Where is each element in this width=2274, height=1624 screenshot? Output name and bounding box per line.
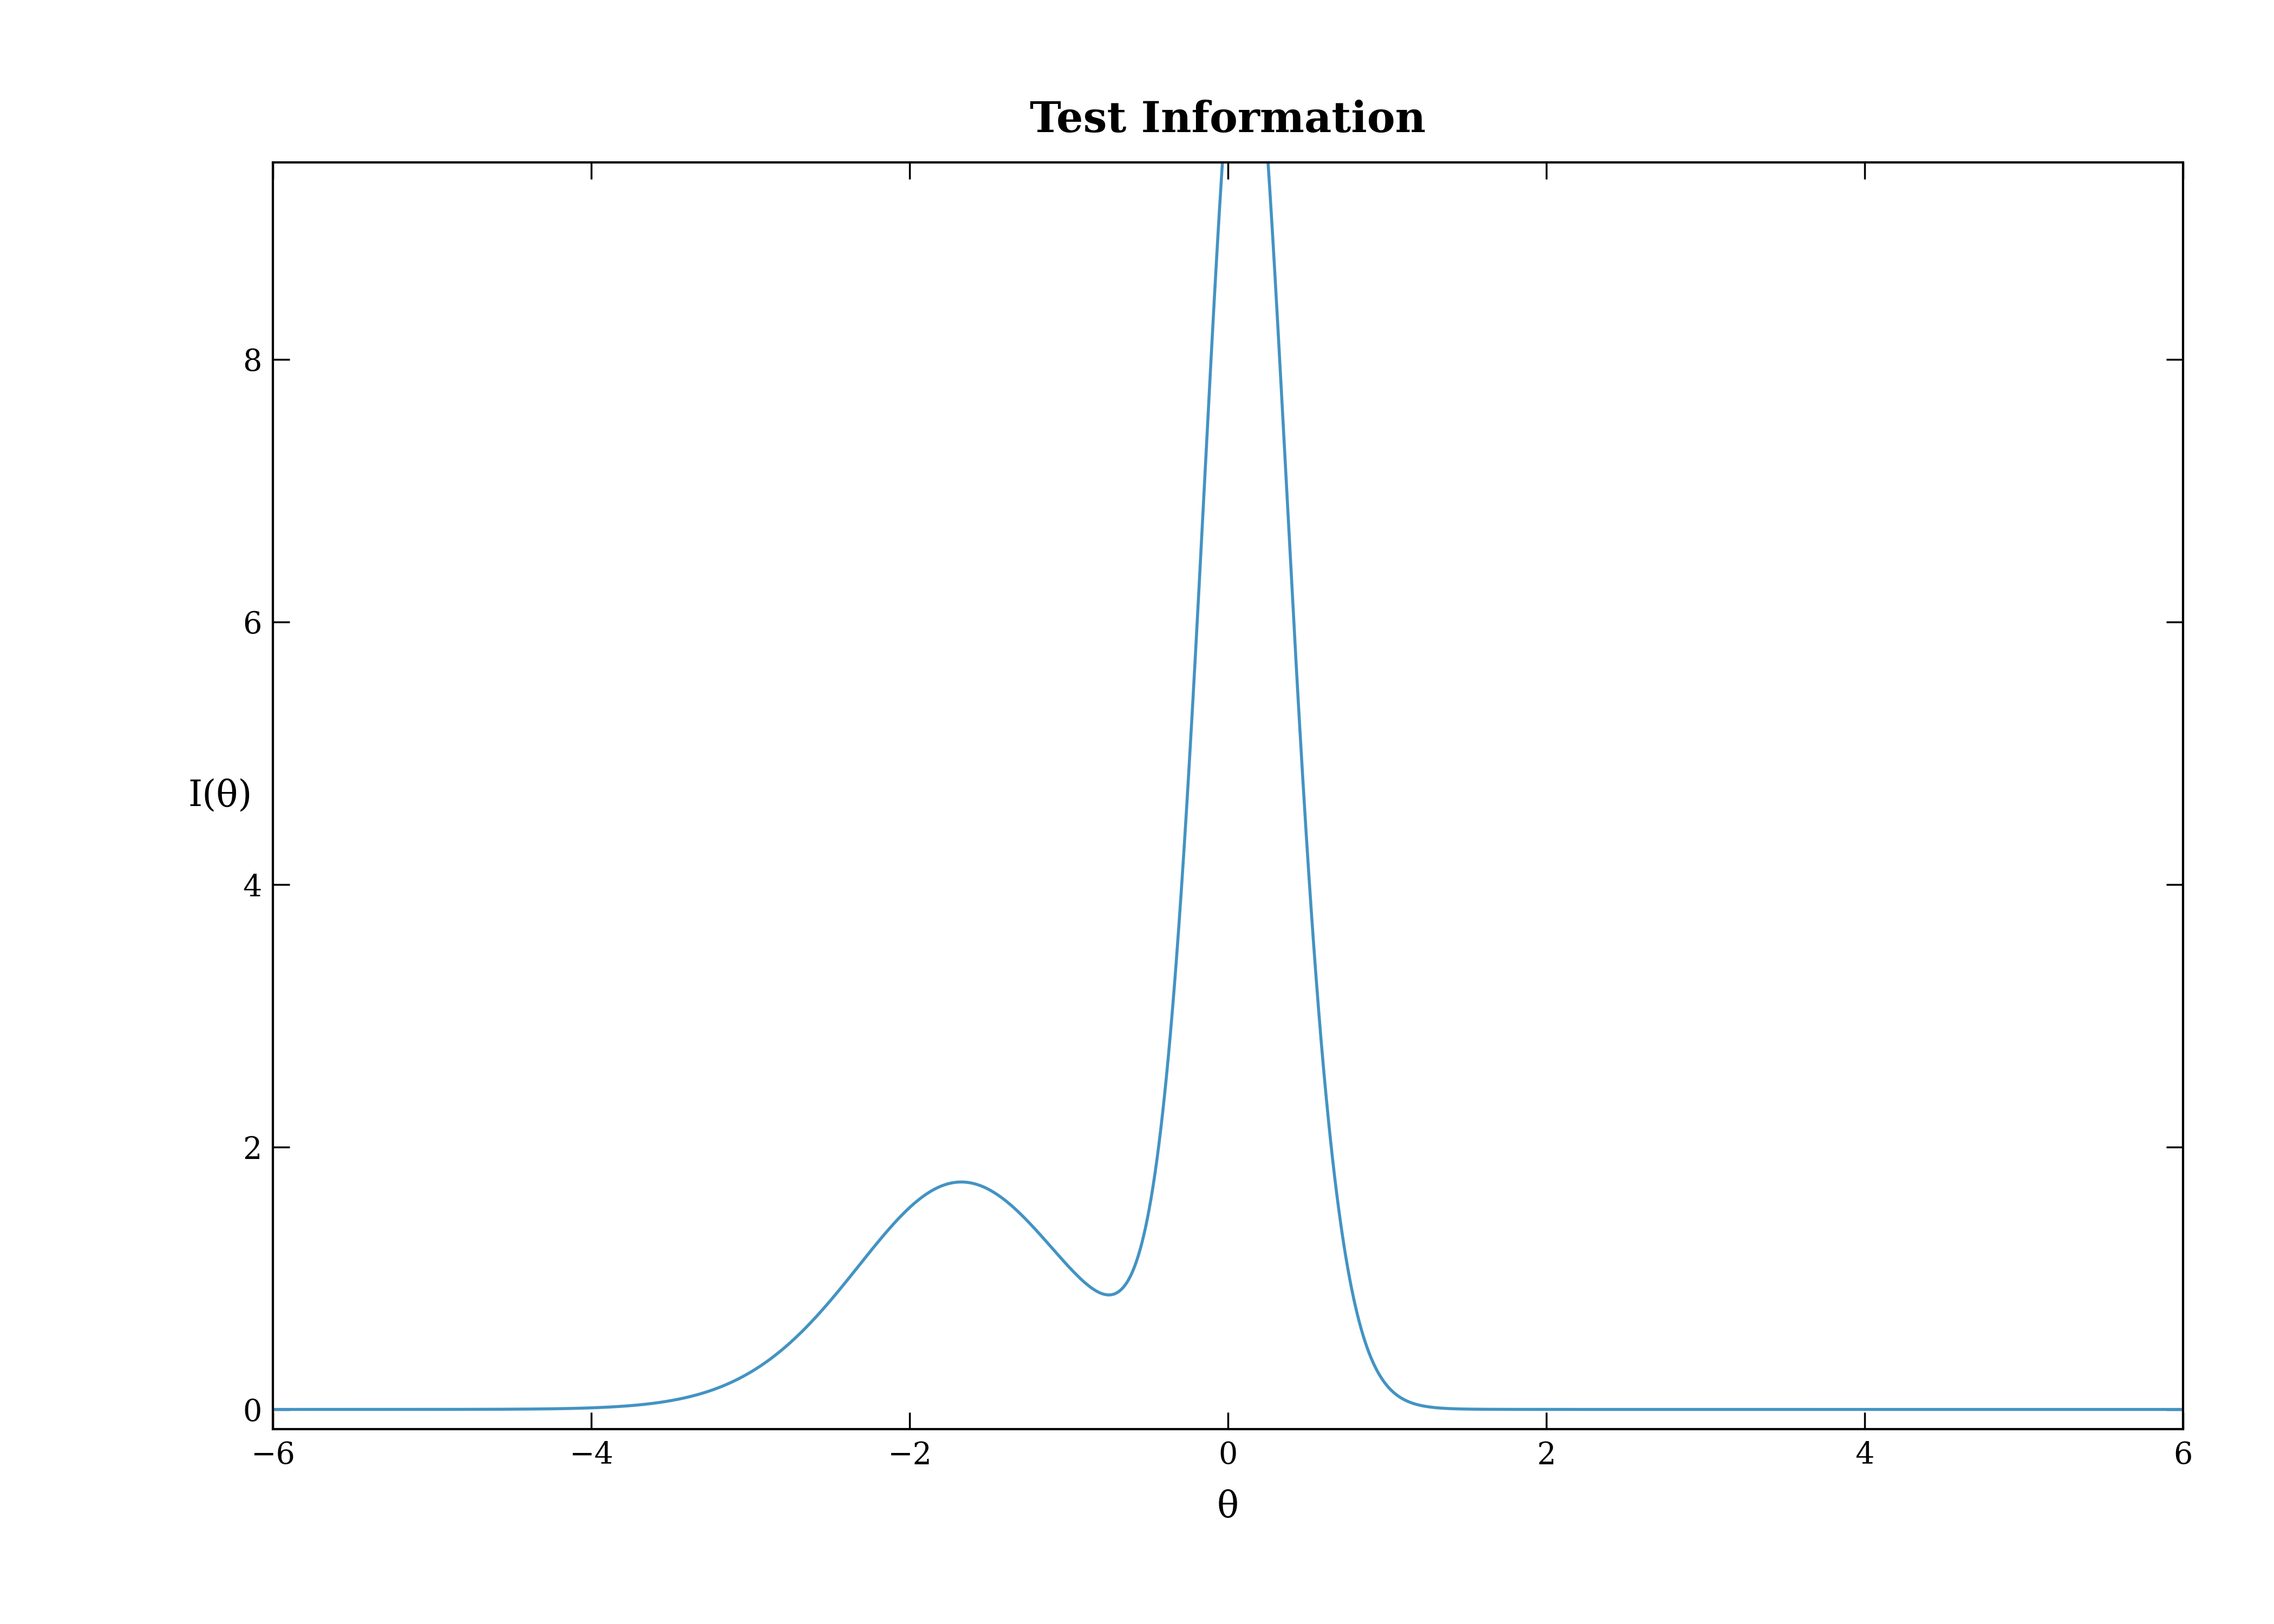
X-axis label: θ: θ: [1217, 1489, 1239, 1525]
Y-axis label: I(θ): I(θ): [189, 778, 252, 814]
Title: Test Information: Test Information: [1030, 99, 1426, 141]
